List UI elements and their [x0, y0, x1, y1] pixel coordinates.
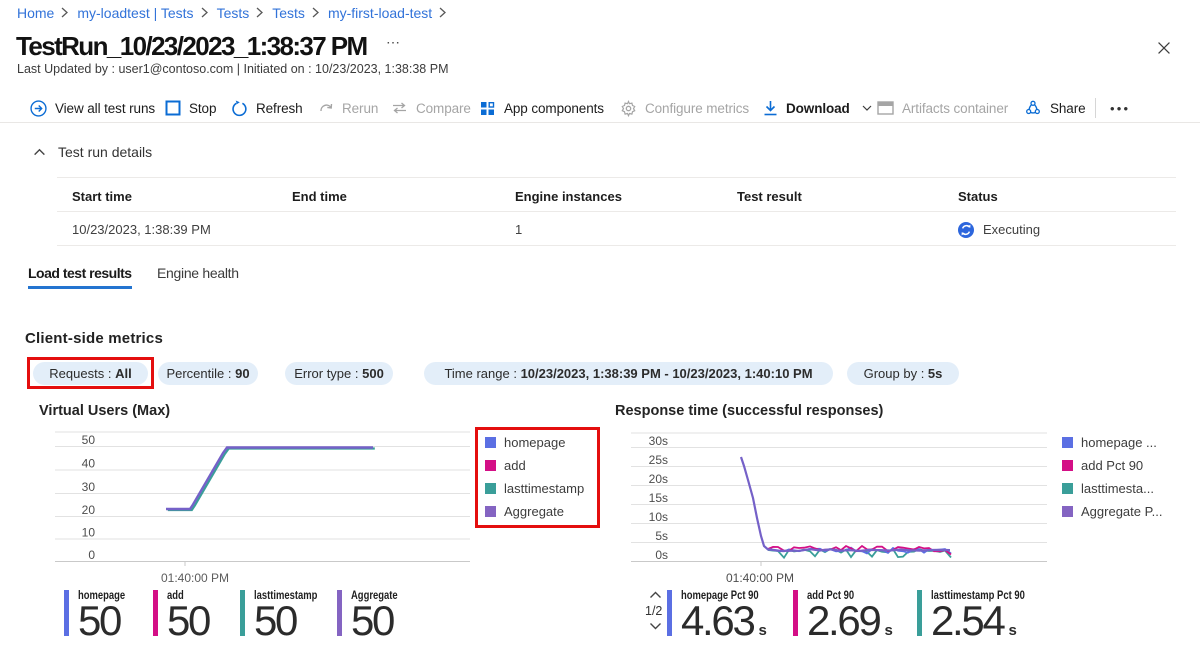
- svg-text:01:40:00 PM: 01:40:00 PM: [161, 571, 229, 585]
- svg-text:25s: 25s: [649, 453, 668, 467]
- svg-text:15s: 15s: [649, 491, 668, 505]
- svg-text:20s: 20s: [649, 472, 668, 486]
- svg-text:20: 20: [82, 503, 96, 517]
- svg-text:30: 30: [82, 480, 96, 494]
- svg-text:10: 10: [82, 526, 96, 540]
- svg-text:0s: 0s: [655, 548, 668, 562]
- svg-text:30s: 30s: [649, 434, 668, 448]
- svg-text:0: 0: [88, 548, 95, 562]
- svg-text:50: 50: [82, 433, 96, 447]
- svg-text:01:40:00 PM: 01:40:00 PM: [726, 571, 794, 585]
- svg-text:40: 40: [82, 457, 96, 471]
- svg-text:5s: 5s: [655, 529, 668, 543]
- svg-text:10s: 10s: [649, 510, 668, 524]
